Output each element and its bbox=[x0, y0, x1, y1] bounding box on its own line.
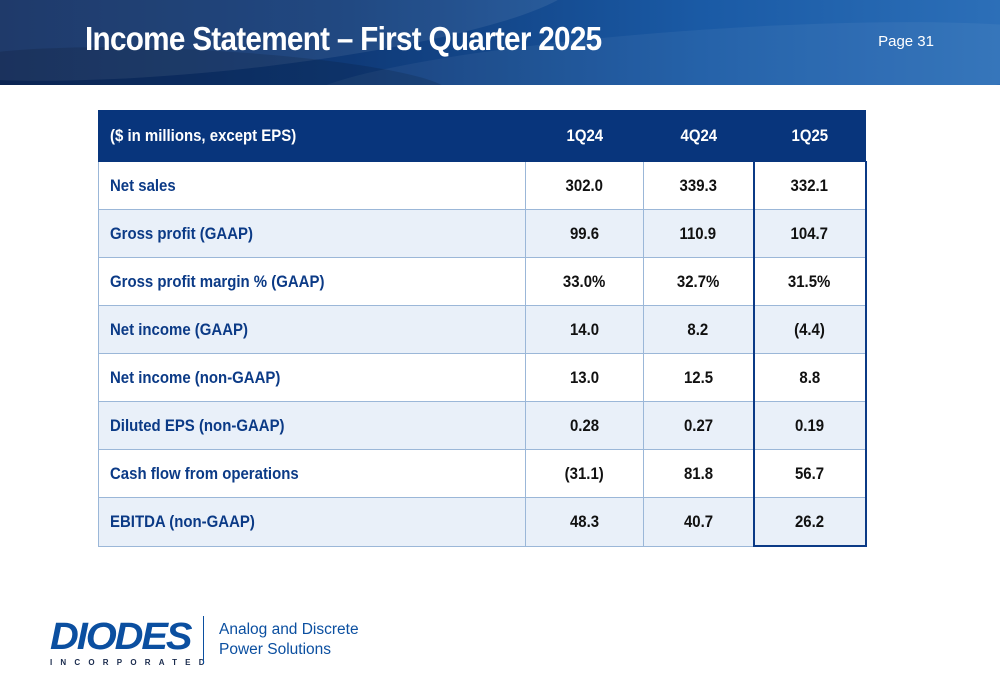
cell-1q24: 0.28 bbox=[525, 401, 644, 450]
table-row: Cash flow from operations (31.1) 81.8 56… bbox=[98, 449, 867, 498]
company-tagline: Analog and Discrete Power Solutions bbox=[219, 620, 359, 660]
cell-1q25: 104.7 bbox=[752, 209, 867, 258]
cell-1q25: 26.2 bbox=[752, 497, 867, 547]
page-number: Page 31 bbox=[878, 33, 934, 50]
tagline-line-1: Analog and Discrete bbox=[219, 621, 359, 638]
cell-1q24: 33.0% bbox=[525, 257, 644, 306]
cell-1q25: (4.4) bbox=[752, 305, 867, 354]
column-header-4q24: 4Q24 bbox=[643, 110, 754, 162]
cell-1q24: 13.0 bbox=[525, 353, 644, 402]
row-label: Diluted EPS (non-GAAP) bbox=[98, 401, 526, 450]
table-row: EBITDA (non-GAAP) 48.3 40.7 26.2 bbox=[98, 497, 867, 547]
cell-4q24: 110.9 bbox=[643, 209, 754, 258]
diodes-logo: DIODES INCORPORATED bbox=[50, 618, 213, 667]
row-label: Gross profit (GAAP) bbox=[98, 209, 526, 258]
column-header-1q24: 1Q24 bbox=[525, 110, 644, 162]
cell-1q25: 31.5% bbox=[752, 257, 867, 306]
row-label: Net sales bbox=[98, 161, 526, 210]
tagline-line-2: Power Solutions bbox=[219, 641, 332, 658]
page-title: Income Statement – First Quarter 2025 bbox=[85, 20, 602, 57]
table-row: Gross profit (GAAP) 99.6 110.9 104.7 bbox=[98, 209, 867, 258]
cell-4q24: 32.7% bbox=[643, 257, 754, 306]
table-row: Diluted EPS (non-GAAP) 0.28 0.27 0.19 bbox=[98, 401, 867, 450]
row-label: EBITDA (non-GAAP) bbox=[98, 497, 526, 547]
column-header-1q25: 1Q25 bbox=[753, 110, 866, 162]
cell-1q24: 14.0 bbox=[525, 305, 644, 354]
row-label: Net income (non-GAAP) bbox=[98, 353, 526, 402]
table-row: Net income (GAAP) 14.0 8.2 (4.4) bbox=[98, 305, 867, 354]
table-row: Net income (non-GAAP) 13.0 12.5 8.8 bbox=[98, 353, 867, 402]
header-banner: Income Statement – First Quarter 2025 Pa… bbox=[0, 0, 1000, 85]
footer-divider bbox=[203, 616, 204, 664]
cell-1q25: 332.1 bbox=[752, 161, 867, 210]
cell-1q25: 56.7 bbox=[752, 449, 867, 498]
cell-4q24: 12.5 bbox=[643, 353, 754, 402]
cell-1q25: 0.19 bbox=[752, 401, 867, 450]
table-row: Gross profit margin % (GAAP) 33.0% 32.7%… bbox=[98, 257, 867, 306]
income-statement-table: ($ in millions, except EPS) 1Q24 4Q24 1Q… bbox=[98, 110, 867, 547]
table-row: Net sales 302.0 339.3 332.1 bbox=[98, 161, 867, 210]
cell-1q24: 48.3 bbox=[525, 497, 644, 547]
cell-1q24: 99.6 bbox=[525, 209, 644, 258]
cell-1q24: 302.0 bbox=[525, 161, 644, 210]
cell-4q24: 8.2 bbox=[643, 305, 754, 354]
cell-4q24: 81.8 bbox=[643, 449, 754, 498]
cell-4q24: 40.7 bbox=[643, 497, 754, 547]
logo-subtext: INCORPORATED bbox=[50, 658, 213, 667]
row-label: Gross profit margin % (GAAP) bbox=[98, 257, 526, 306]
table-header-row: ($ in millions, except EPS) 1Q24 4Q24 1Q… bbox=[98, 110, 866, 162]
cell-1q24: (31.1) bbox=[525, 449, 644, 498]
column-header-metric: ($ in millions, except EPS) bbox=[98, 110, 526, 162]
row-label: Net income (GAAP) bbox=[98, 305, 526, 354]
cell-1q25: 8.8 bbox=[752, 353, 867, 402]
logo-wordmark: DIODES bbox=[50, 616, 192, 658]
cell-4q24: 0.27 bbox=[643, 401, 754, 450]
row-label: Cash flow from operations bbox=[98, 449, 526, 498]
cell-4q24: 339.3 bbox=[643, 161, 754, 210]
